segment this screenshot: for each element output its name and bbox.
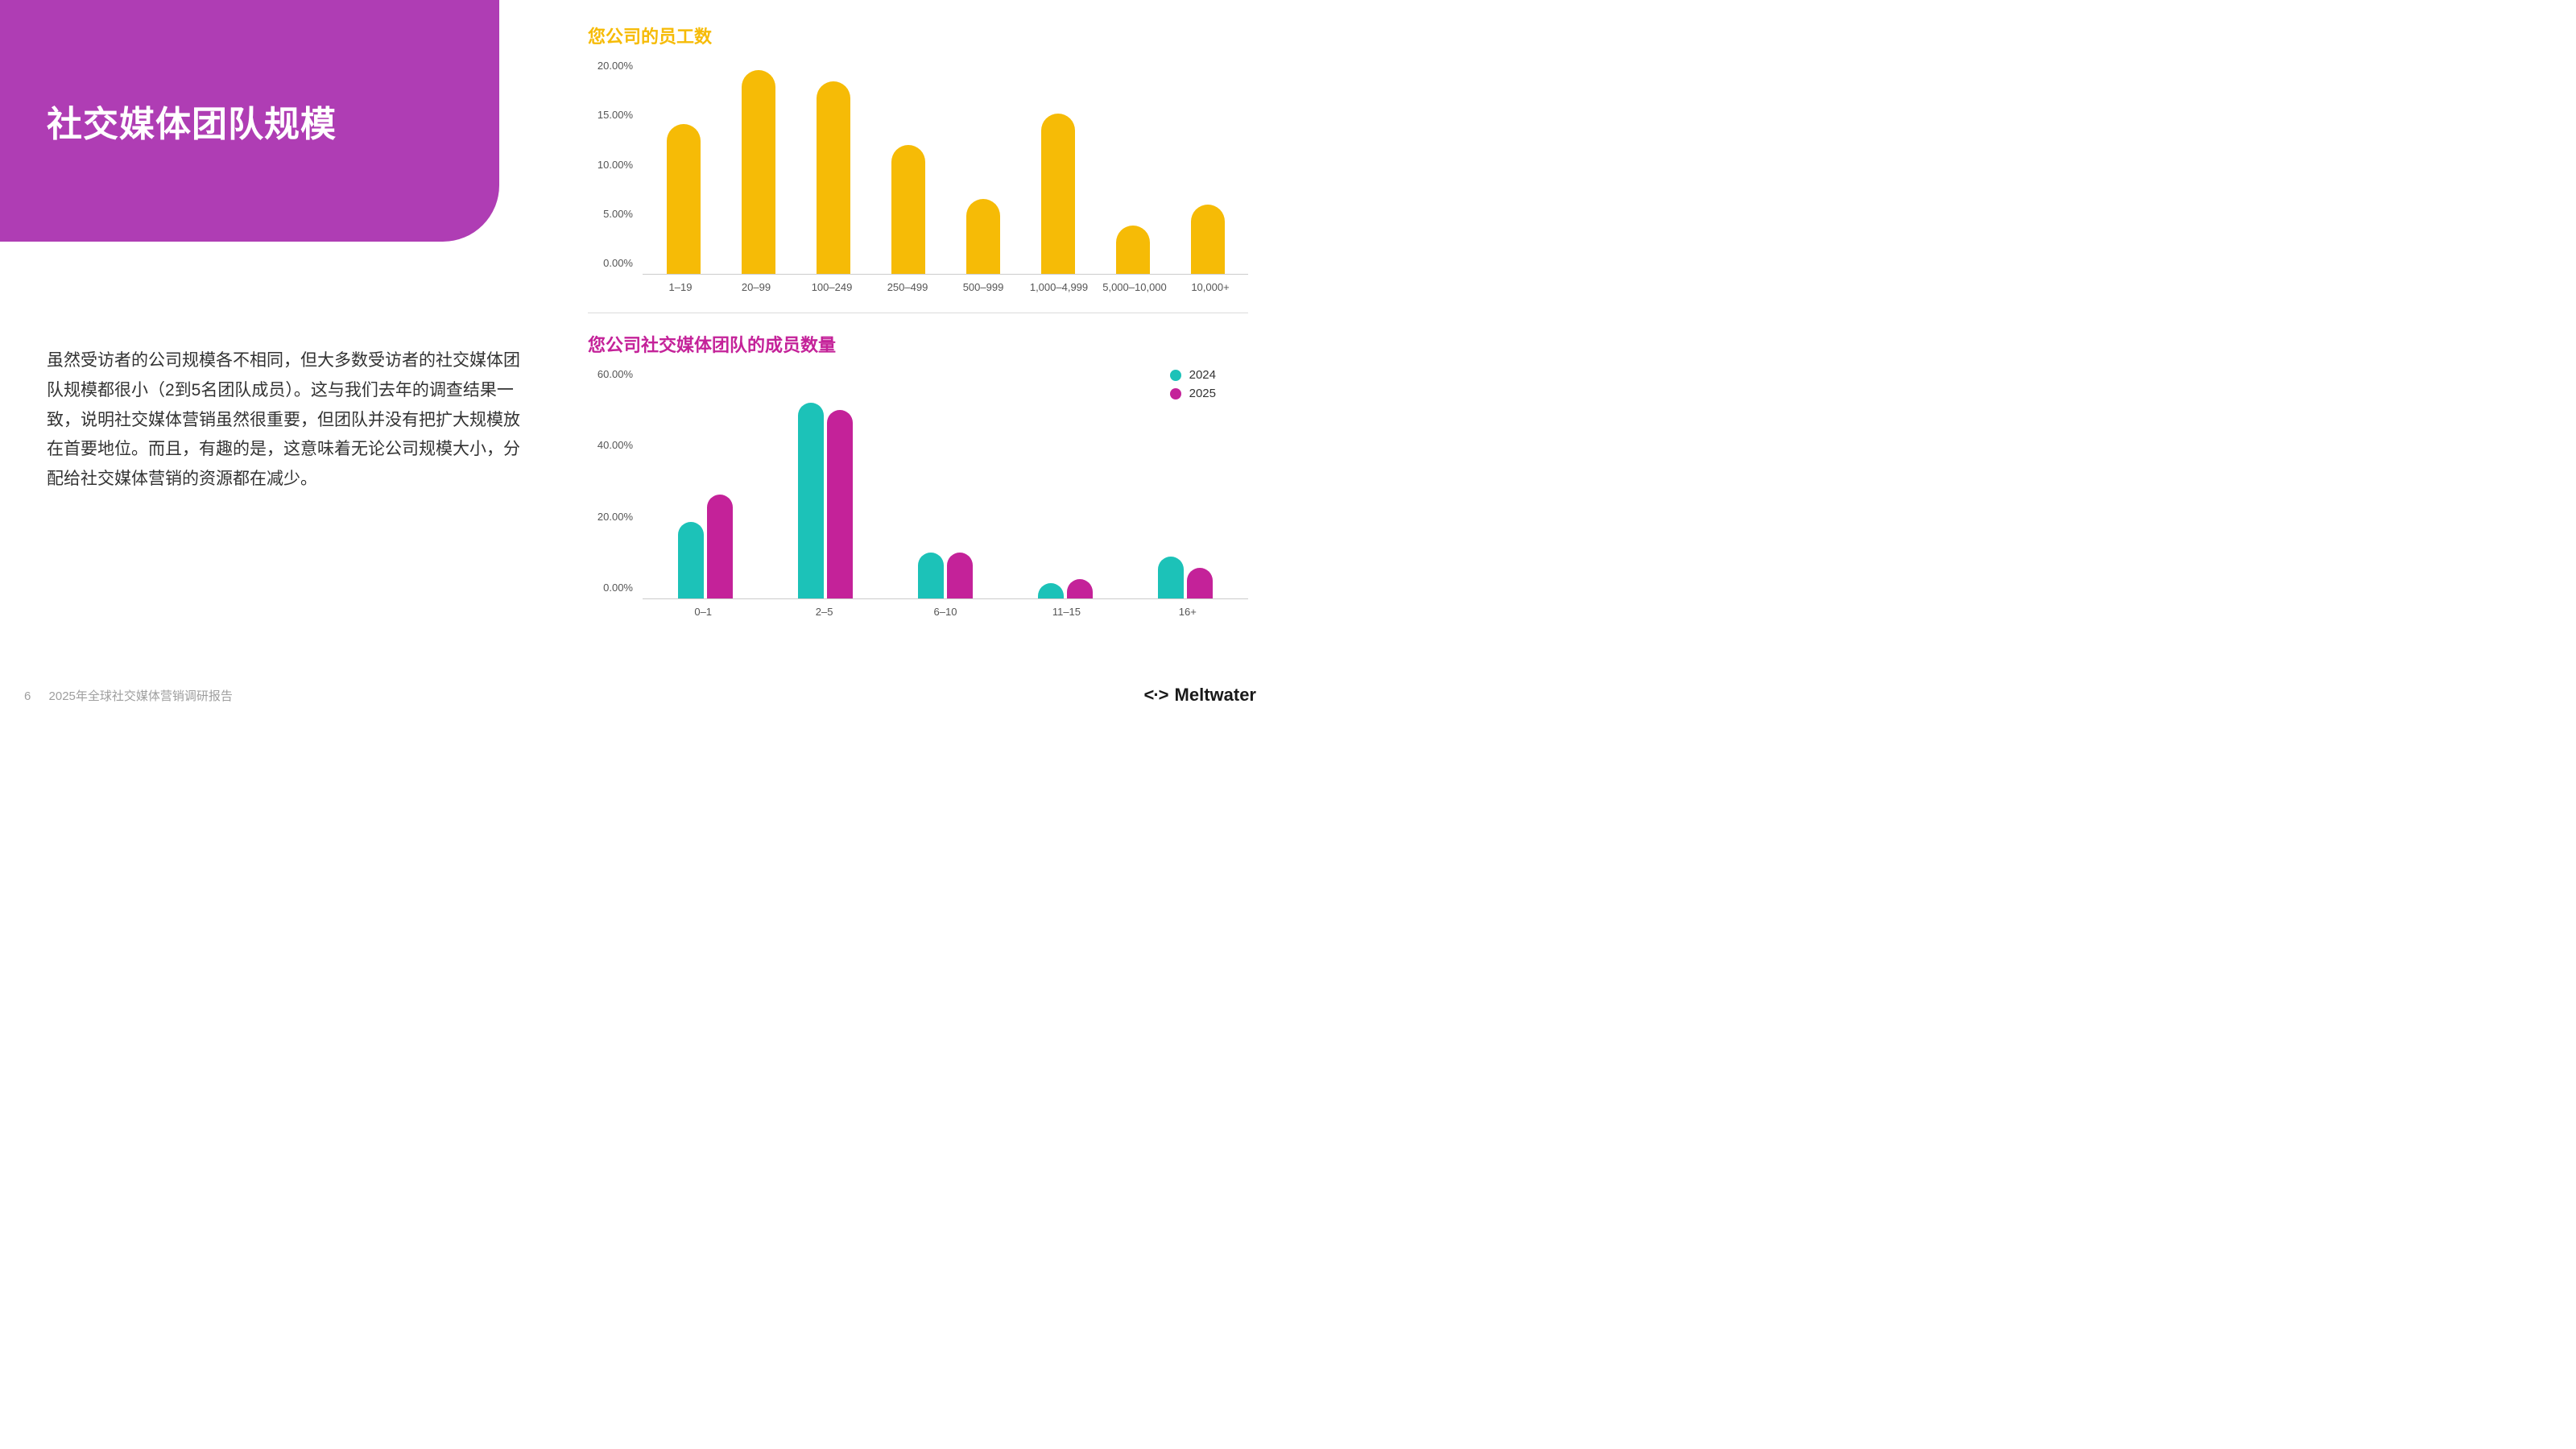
bar xyxy=(678,522,704,598)
y-tick: 0.00% xyxy=(603,582,633,594)
plot: 1–1920–99100–249250–499500–9991,000–4,99… xyxy=(643,60,1248,293)
legend-item: 2025 xyxy=(1170,387,1216,400)
bar xyxy=(947,553,973,598)
bar xyxy=(798,403,824,598)
bar-slot xyxy=(796,60,870,274)
report-title: 2025年全球社交媒体营销调研报告 xyxy=(49,689,233,703)
x-label: 2–5 xyxy=(763,606,884,618)
bar-group xyxy=(646,368,766,598)
chart1-title: 您公司的员工数 xyxy=(588,23,1248,48)
bar-slot xyxy=(1020,60,1095,274)
legend-swatch xyxy=(1170,388,1181,400)
chart2-plot: 2024 2025 60.00% 40.00% 20.00% 0.00% 0–12–56–… xyxy=(588,368,1248,618)
x-label: 5,000–10,000 xyxy=(1097,281,1172,293)
bar-slot xyxy=(1170,60,1245,274)
bar xyxy=(707,495,733,598)
x-axis: 0–12–56–1011–1516+ xyxy=(643,599,1248,618)
bar-slot xyxy=(945,60,1020,274)
y-tick: 40.00% xyxy=(597,439,633,451)
chart2-legend: 2024 2025 xyxy=(1170,368,1216,405)
bar xyxy=(742,70,775,274)
employee-count-chart: 您公司的员工数 20.00% 15.00% 10.00% 5.00% 0.00% 1–19… xyxy=(588,23,1248,293)
bar xyxy=(918,553,944,598)
hero-block: 社交媒体团队规模 xyxy=(0,0,499,242)
x-label: 20–99 xyxy=(718,281,794,293)
team-size-chart: 您公司社交媒体团队的成员数量 2024 2025 60.00% 40.00% 20.0… xyxy=(588,331,1248,618)
x-label: 6–10 xyxy=(885,606,1006,618)
x-label: 11–15 xyxy=(1006,606,1127,618)
bar-slot xyxy=(646,60,721,274)
x-label: 1–19 xyxy=(643,281,718,293)
bar xyxy=(1158,557,1184,598)
y-tick: 0.00% xyxy=(603,257,633,269)
x-label: 10,000+ xyxy=(1172,281,1248,293)
x-axis: 1–1920–99100–249250–499500–9991,000–4,99… xyxy=(643,275,1248,293)
bar-slot xyxy=(721,60,796,274)
chart2-title: 您公司社交媒体团队的成员数量 xyxy=(588,331,1248,357)
chart1-plot: 20.00% 15.00% 10.00% 5.00% 0.00% 1–1920–99100… xyxy=(588,60,1248,293)
y-axis: 60.00% 40.00% 20.00% 0.00% xyxy=(588,368,643,594)
page-number: 6 xyxy=(24,689,31,703)
charts-area: 您公司的员工数 20.00% 15.00% 10.00% 5.00% 0.00% 1–19… xyxy=(588,23,1248,637)
bar-slot xyxy=(870,60,945,274)
y-tick: 10.00% xyxy=(597,159,633,171)
bar xyxy=(1067,579,1093,598)
footer-left: 6 2025年全球社交媒体营销调研报告 xyxy=(24,687,233,704)
brand-logo: <·> Meltwater xyxy=(1143,685,1256,706)
bar-group xyxy=(886,368,1006,598)
bar xyxy=(827,410,853,598)
y-axis: 20.00% 15.00% 10.00% 5.00% 0.00% xyxy=(588,60,643,269)
bar xyxy=(1191,205,1225,274)
plot-area xyxy=(643,60,1248,275)
bar-group xyxy=(1005,368,1125,598)
bar xyxy=(817,81,850,274)
y-tick: 20.00% xyxy=(597,511,633,523)
x-label: 100–249 xyxy=(794,281,870,293)
x-label: 250–499 xyxy=(870,281,945,293)
page-footer: 6 2025年全球社交媒体营销调研报告 <·> Meltwater xyxy=(24,685,1256,706)
bar xyxy=(667,124,701,274)
x-label: 500–999 xyxy=(945,281,1021,293)
x-label: 0–1 xyxy=(643,606,763,618)
bar xyxy=(966,199,1000,274)
brand-name: Meltwater xyxy=(1175,685,1256,706)
plot: 0–12–56–1011–1516+ xyxy=(643,368,1248,618)
legend-swatch xyxy=(1170,370,1181,381)
page-title: 社交媒体团队规模 xyxy=(47,95,337,147)
legend-label: 2025 xyxy=(1189,387,1216,400)
x-label: 1,000–4,999 xyxy=(1021,281,1097,293)
y-tick: 5.00% xyxy=(603,208,633,220)
bar xyxy=(1038,583,1064,598)
y-tick: 20.00% xyxy=(597,60,633,72)
brand-glyph-icon: <·> xyxy=(1143,685,1168,706)
bar xyxy=(1116,226,1150,274)
bar-slot xyxy=(1095,60,1170,274)
legend-label: 2024 xyxy=(1189,368,1216,382)
bar xyxy=(891,145,925,274)
y-tick: 60.00% xyxy=(597,368,633,380)
legend-item: 2024 xyxy=(1170,368,1216,382)
plot-area xyxy=(643,368,1248,599)
x-label: 16+ xyxy=(1127,606,1248,618)
y-tick: 15.00% xyxy=(597,109,633,121)
bar xyxy=(1041,114,1075,275)
bar xyxy=(1187,568,1213,598)
bar-group xyxy=(766,368,886,598)
body-paragraph: 虽然受访者的公司规模各不相同，但大多数受访者的社交媒体团队规模都很小（2到5名团… xyxy=(47,346,530,495)
